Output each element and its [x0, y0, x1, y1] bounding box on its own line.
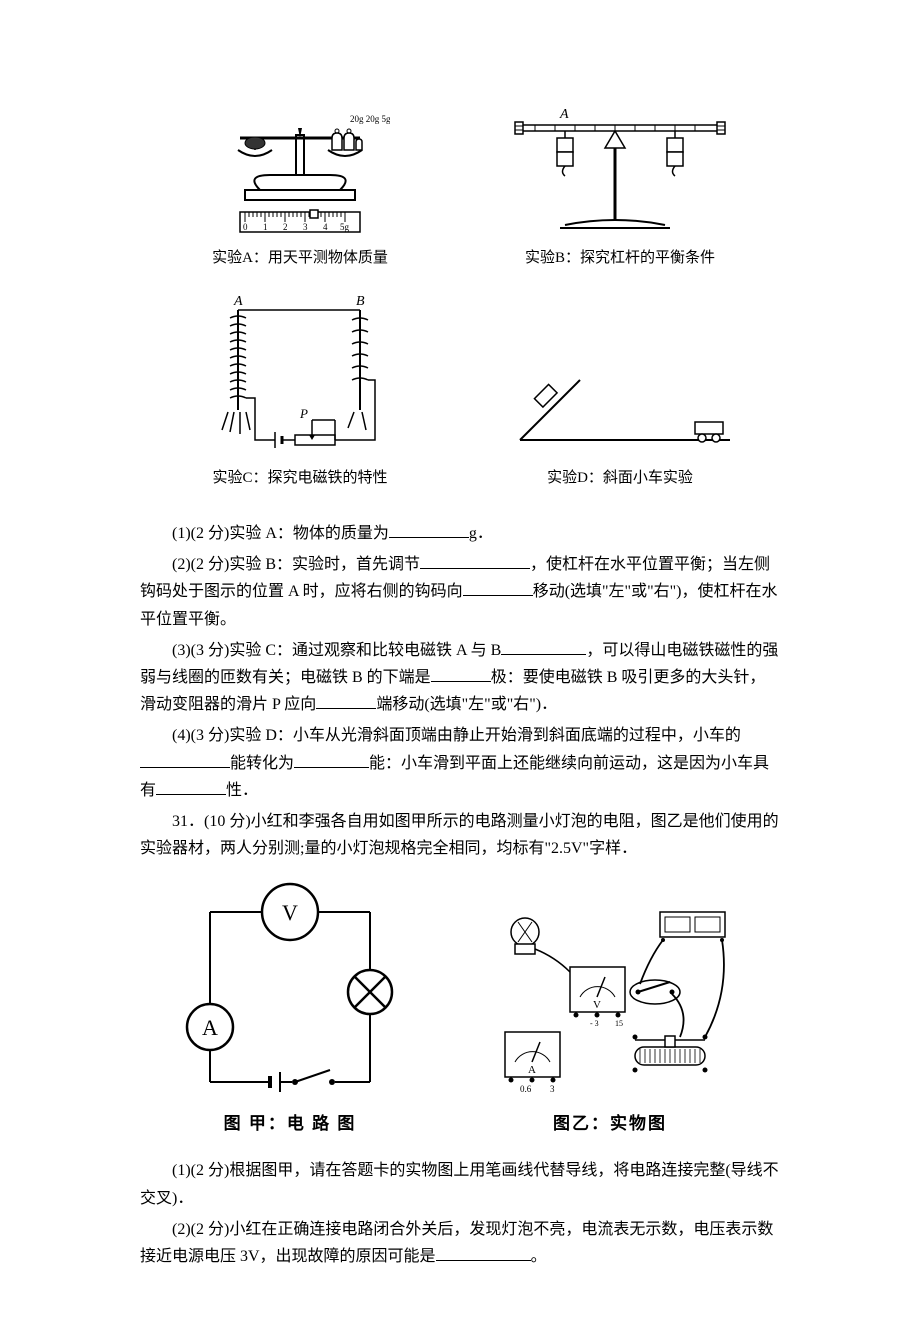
figure-C: A B — [160, 290, 440, 490]
electromagnet-circuit-icon: A B — [200, 290, 400, 460]
q3-blank2 — [431, 666, 491, 682]
q2-blank1 — [420, 553, 530, 569]
lever-A-label: A — [559, 107, 569, 122]
figure-B-caption: 实验B：探究杠杆的平衡条件 — [525, 246, 715, 270]
figure-D-caption: 实验D：斜面小车实验 — [547, 466, 693, 490]
q3-text: (3)(3 分)实验 C：通过观察和比较电磁铁 A 与 B，可以得山电磁铁磁性的… — [140, 637, 780, 719]
phys-3: 3 — [550, 1084, 555, 1094]
q4-p4: 性． — [226, 782, 258, 799]
ruler-3: 3 — [303, 222, 308, 232]
q4-text: (4)(3 分)实验 D：小车从光滑斜面顶端由静止开始滑到斜面底端的过程中，小车… — [140, 722, 780, 804]
q4-blank1 — [140, 752, 230, 768]
experiments-figure-grid: 20g 20g 5g 0 1 2 3 4 5g 实验A：用天平测物体质量 A — [140, 100, 780, 490]
circuit-left-caption: 图 甲：电 路 图 — [224, 1110, 357, 1137]
q2-p1: (2)(2 分)实验 B：实验时，首先调节 — [172, 556, 420, 573]
circuit-diagram-icon: V V — [180, 882, 400, 1102]
figure-C-caption: 实验C：探究电磁铁的特性 — [212, 466, 387, 490]
q4-blank2 — [294, 752, 369, 768]
q1-blank — [389, 522, 469, 538]
q3-p4: 端移动(选填"左"或"右")． — [376, 696, 557, 713]
ruler-0: 0 — [243, 222, 248, 232]
phys-15: 15 — [615, 1019, 623, 1028]
em-B-label: B — [356, 294, 365, 309]
ruler-4: 4 — [323, 222, 328, 232]
ammeter-A: A — [202, 1015, 218, 1040]
q3-blank3 — [316, 693, 376, 709]
q1-text: (1)(2 分)实验 A：物体的质量为 g． — [140, 520, 780, 547]
q2-text: (2)(2 分)实验 B：实验时，首先调节，使杠杆在水平位置平衡；当左侧钩码处于… — [140, 551, 780, 633]
phys-neg3: - 3 — [590, 1019, 599, 1028]
q31-sub2-blank — [436, 1245, 531, 1261]
q1-part1: (1)(2 分)实验 A：物体的质量为 — [172, 525, 389, 542]
slider-P-label: P — [299, 406, 308, 421]
q4-blank3 — [156, 779, 226, 795]
em-A-label: A — [233, 294, 243, 309]
ruler-1: 1 — [263, 222, 268, 232]
circuit-figures: V V — [140, 882, 780, 1137]
physical-diagram-col: V - 3 15 A 0.6 3 — [480, 902, 740, 1137]
phys-A: A — [528, 1064, 536, 1076]
q3-blank1 — [501, 639, 586, 655]
q31-sub2: (2)(2 分)小红在正确连接电路闭合外关后，发现灯泡不亮，电流表无示数，电压表… — [140, 1216, 780, 1270]
q4-p2: 能转化为 — [230, 755, 294, 772]
figure-D: 实验D：斜面小车实验 — [480, 290, 760, 490]
balance-scale-icon: 20g 20g 5g 0 1 2 3 4 5g — [210, 100, 390, 240]
weights-label: 20g 20g 5g — [350, 114, 390, 124]
phys-V: V — [593, 999, 601, 1011]
figure-B: A — [480, 100, 760, 270]
circuit-diagram-col: V V — [180, 882, 400, 1137]
phys-06: 0.6 — [520, 1084, 532, 1094]
ruler-5: 5g — [340, 222, 350, 232]
figure-A: 20g 20g 5g 0 1 2 3 4 5g 实验A：用天平测物体质量 — [160, 100, 440, 270]
lever-balance-icon: A — [505, 100, 735, 240]
q4-p1: (4)(3 分)实验 D：小车从光滑斜面顶端由静止开始滑到斜面底端的过程中，小车… — [172, 727, 741, 744]
incline-cart-icon — [500, 360, 740, 460]
q31-intro: 31．(10 分)小红和李强各自用如图甲所示的电路测量小灯泡的电阻，图乙是他们使… — [140, 808, 780, 862]
circuit-right-caption: 图乙：实物图 — [553, 1110, 667, 1137]
ruler-2: 2 — [283, 222, 288, 232]
q31-sub2-p2: 。 — [531, 1248, 547, 1265]
figure-A-caption: 实验A：用天平测物体质量 — [212, 246, 388, 270]
physical-circuit-icon: V - 3 15 A 0.6 3 — [480, 902, 740, 1102]
voltmeter-V: V — [282, 900, 298, 925]
q1-unit: g． — [469, 525, 493, 542]
q31-sub1: (1)(2 分)根据图甲，请在答题卡的实物图上用笔画线代替导线，将电路连接完整(… — [140, 1157, 780, 1211]
q2-blank2 — [463, 580, 533, 596]
q3-p1: (3)(3 分)实验 C：通过观察和比较电磁铁 A 与 B — [172, 642, 501, 659]
